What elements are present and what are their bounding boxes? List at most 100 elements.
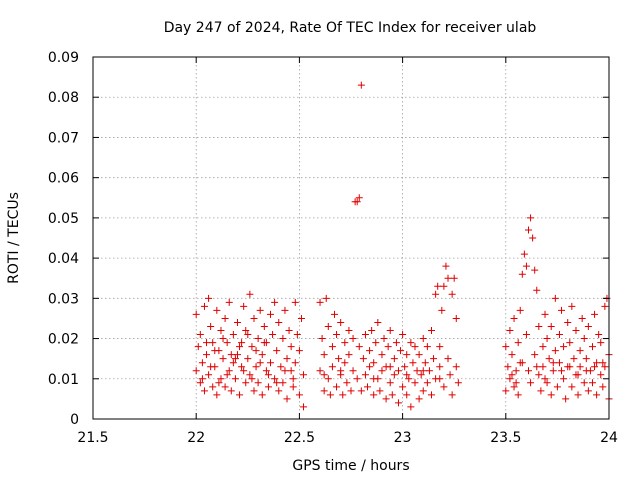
data-point xyxy=(388,391,396,399)
data-point xyxy=(568,383,576,391)
data-point xyxy=(256,306,264,314)
data-point xyxy=(522,262,530,270)
data-point xyxy=(502,343,510,351)
data-point xyxy=(281,306,289,314)
data-point xyxy=(244,355,252,363)
data-point xyxy=(506,375,514,383)
data-point xyxy=(238,339,246,347)
x-tick-label: 22 xyxy=(187,430,205,446)
data-point xyxy=(553,383,561,391)
data-point xyxy=(405,375,413,383)
data-point xyxy=(271,375,279,383)
data-point xyxy=(240,367,248,375)
data-point xyxy=(518,270,526,278)
data-point xyxy=(209,339,217,347)
data-point xyxy=(502,387,510,395)
data-point xyxy=(221,314,229,322)
x-axis-label: GPS time / hours xyxy=(292,458,409,474)
data-point xyxy=(258,391,266,399)
data-point xyxy=(529,234,537,242)
data-point xyxy=(390,355,398,363)
data-point xyxy=(558,367,566,375)
data-point xyxy=(427,391,435,399)
data-point xyxy=(440,282,448,290)
data-point xyxy=(242,379,250,387)
data-point xyxy=(442,262,450,270)
data-point xyxy=(345,351,353,359)
data-point xyxy=(357,387,365,395)
data-point xyxy=(285,327,293,335)
y-tick-label: 0.08 xyxy=(48,90,79,106)
data-point xyxy=(582,355,590,363)
data-point xyxy=(588,379,596,387)
data-point xyxy=(520,250,528,258)
data-point xyxy=(275,318,283,326)
data-point xyxy=(510,383,518,391)
data-point xyxy=(514,391,522,399)
data-point xyxy=(597,339,605,347)
data-point xyxy=(215,379,223,387)
data-point xyxy=(341,339,349,347)
data-point xyxy=(527,379,535,387)
data-point xyxy=(238,363,246,371)
data-point xyxy=(357,81,365,89)
data-point xyxy=(436,363,444,371)
data-point xyxy=(560,343,568,351)
data-points xyxy=(192,81,613,411)
data-point xyxy=(591,363,599,371)
data-point xyxy=(516,359,524,367)
data-point xyxy=(225,367,233,375)
data-point xyxy=(601,302,609,310)
data-point xyxy=(378,351,386,359)
data-point xyxy=(355,194,363,202)
data-point xyxy=(333,383,341,391)
data-point xyxy=(271,298,279,306)
data-point xyxy=(275,387,283,395)
data-point xyxy=(279,379,287,387)
data-point xyxy=(229,331,237,339)
data-point xyxy=(300,403,308,411)
data-point xyxy=(454,379,462,387)
data-point xyxy=(353,375,361,383)
data-point xyxy=(535,322,543,330)
data-point xyxy=(425,367,433,375)
data-point xyxy=(574,391,582,399)
data-point xyxy=(392,339,400,347)
data-point xyxy=(277,363,285,371)
data-point xyxy=(415,395,423,403)
data-point xyxy=(423,343,431,351)
data-point xyxy=(231,355,239,363)
data-point xyxy=(434,282,442,290)
data-point xyxy=(219,355,227,363)
data-point xyxy=(547,391,555,399)
data-point xyxy=(244,331,252,339)
data-point xyxy=(574,371,582,379)
data-point xyxy=(522,331,530,339)
data-point xyxy=(407,403,415,411)
data-point xyxy=(227,351,235,359)
data-point xyxy=(236,343,244,351)
data-point xyxy=(510,314,518,322)
data-point xyxy=(213,391,221,399)
data-point xyxy=(516,306,524,314)
data-point xyxy=(397,347,405,355)
data-point xyxy=(328,363,336,371)
data-point xyxy=(380,335,388,343)
data-point xyxy=(300,371,308,379)
data-point xyxy=(366,363,374,371)
data-point xyxy=(250,387,258,395)
data-point xyxy=(448,391,456,399)
data-point xyxy=(539,363,547,371)
data-point xyxy=(597,371,605,379)
data-point xyxy=(248,375,256,383)
y-tick-label: 0.06 xyxy=(48,171,79,187)
data-point xyxy=(349,335,357,343)
data-point xyxy=(591,310,599,318)
data-point xyxy=(386,327,394,335)
data-point xyxy=(549,367,557,375)
data-point xyxy=(446,371,454,379)
x-tick-label: 22.5 xyxy=(284,430,315,446)
data-point xyxy=(359,355,367,363)
y-tick-label: 0 xyxy=(70,412,79,428)
data-point xyxy=(582,367,590,375)
